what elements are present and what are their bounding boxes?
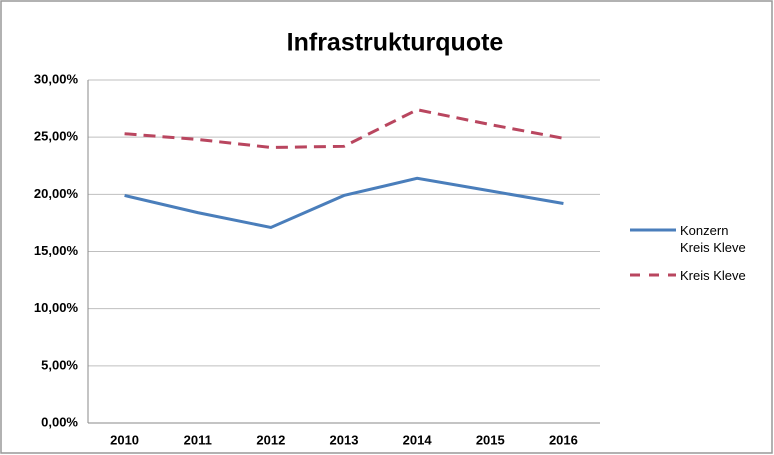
legend-label: Kreis Kleve <box>680 268 746 283</box>
y-tick-label: 5,00% <box>41 357 78 372</box>
series-line <box>124 176 564 230</box>
x-tick-label: 2012 <box>256 432 285 447</box>
x-tick-label: 2010 <box>110 432 139 447</box>
x-tick-label: 2011 <box>184 432 212 447</box>
y-tick-label: 0,00% <box>41 414 78 429</box>
x-tick-label: 2014 <box>403 432 433 447</box>
x-tick-label: 2015 <box>476 432 505 447</box>
x-tick-label: 2013 <box>330 432 359 447</box>
chart-title: Infrastrukturquote <box>287 29 504 57</box>
series-line <box>124 108 564 149</box>
legend-label: Konzern Kreis Kleve <box>680 223 746 255</box>
y-tick-label: 30,00% <box>34 71 79 86</box>
y-tick-label: 15,00% <box>34 243 79 258</box>
y-tick-label: 10,00% <box>34 300 79 315</box>
y-tick-label: 25,00% <box>34 129 79 144</box>
y-tick-label: 20,00% <box>34 186 79 201</box>
x-tick-label: 2016 <box>549 432 578 447</box>
